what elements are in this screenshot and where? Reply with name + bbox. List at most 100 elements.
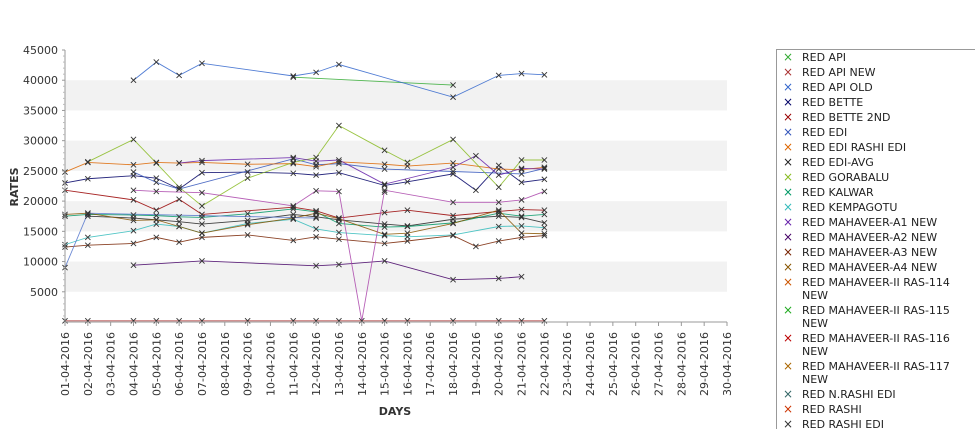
data-point — [336, 157, 342, 163]
y-tick-label: 10000 — [23, 256, 58, 269]
data-point — [541, 166, 548, 172]
data-point — [472, 243, 479, 250]
y-tick-label: 25000 — [23, 165, 58, 178]
data-point — [518, 170, 525, 177]
data-point — [84, 158, 91, 165]
data-point — [153, 160, 160, 166]
data-point — [541, 157, 548, 163]
x-tick-label: 05-04-2016 — [150, 332, 163, 396]
data-point — [290, 160, 297, 167]
y-tick-label: 35000 — [23, 104, 58, 117]
data-point — [290, 204, 297, 211]
data-point — [176, 213, 183, 220]
legend-marker-icon: × — [782, 417, 794, 429]
x-tick-label: 15-04-2016 — [379, 332, 392, 396]
data-point — [290, 215, 297, 221]
data-point — [450, 317, 456, 324]
data-point — [244, 232, 251, 238]
data-point — [313, 233, 320, 240]
legend-item: × RED MAHAVEER-II RAS-115 NEW — [777, 303, 975, 331]
data-point — [199, 60, 205, 67]
data-point — [313, 317, 320, 324]
series-line — [133, 189, 545, 321]
data-point — [518, 206, 525, 213]
data-point — [518, 196, 525, 203]
legend-marker-icon: × — [782, 402, 794, 416]
x-tick-label: 03-04-2016 — [105, 332, 118, 396]
y-tick-label: 15000 — [23, 225, 58, 238]
data-point — [153, 317, 160, 324]
data-point — [84, 210, 91, 217]
data-point — [336, 169, 342, 176]
data-point — [541, 230, 548, 237]
data-point — [495, 208, 502, 215]
data-point — [495, 199, 502, 206]
data-point — [313, 215, 320, 221]
data-point — [84, 317, 91, 324]
data-point — [153, 188, 160, 195]
data-point — [450, 199, 456, 206]
legend-item: × RED GORABALU — [777, 170, 975, 185]
data-point — [541, 207, 548, 214]
data-point — [130, 212, 137, 218]
data-point — [130, 169, 137, 176]
data-point — [518, 165, 525, 172]
legend-item: × RED RASHI EDI — [777, 417, 975, 429]
data-point — [381, 317, 388, 324]
legend-item: × RED N.RASHI EDI — [777, 387, 975, 402]
legend-marker-icon: × — [782, 155, 794, 169]
legend-label: RED MAHAVEER-A4 NEW — [802, 261, 938, 274]
series-markers — [62, 59, 548, 324]
data-point — [313, 172, 320, 179]
x-tick-label: 04-04-2016 — [127, 332, 140, 396]
data-point — [518, 234, 525, 241]
data-point — [541, 176, 548, 183]
data-point — [336, 61, 342, 68]
data-point — [290, 317, 297, 324]
grid-band — [65, 261, 727, 292]
legend-label: RED EDI-AVG — [802, 156, 874, 169]
x-tick-label: 08-04-2016 — [219, 332, 232, 396]
legend-label: RED RASHI EDI — [802, 418, 884, 429]
y-tick-label: 5000 — [30, 286, 58, 299]
x-tick-label: 06-04-2016 — [173, 332, 186, 396]
data-point — [199, 189, 205, 196]
grid-band — [65, 140, 727, 171]
legend-marker-icon: × — [782, 110, 794, 124]
x-tick-label: 16-04-2016 — [401, 332, 414, 396]
data-point — [313, 69, 320, 76]
x-tick-label: 27-04-2016 — [653, 332, 666, 396]
legend-marker-icon: × — [782, 185, 794, 199]
legend-label: RED KEMPAGOTU — [802, 201, 898, 214]
x-tick-labels: 01-04-2016 02-04-2016 03-04-2016 04-04-2016… — [59, 332, 734, 396]
legend-label: RED MAHAVEER-A1 NEW — [802, 216, 938, 229]
data-point — [495, 223, 502, 230]
data-point — [336, 261, 342, 268]
data-point — [176, 218, 183, 225]
legend-item: × RED MAHAVEER-II RAS-116 NEW — [777, 331, 975, 359]
x-tick-label: 21-04-2016 — [516, 332, 529, 396]
data-point — [495, 275, 502, 282]
data-point — [199, 234, 205, 241]
data-point — [130, 240, 137, 247]
x-tick-label: 09-04-2016 — [242, 332, 255, 396]
data-point — [336, 317, 342, 324]
y-tick-label: 20000 — [23, 195, 58, 208]
data-point — [450, 160, 456, 166]
data-point — [176, 160, 183, 166]
data-point — [313, 163, 320, 170]
data-point — [199, 258, 205, 264]
y-tick-label: 45000 — [23, 44, 58, 57]
legend-label: RED MAHAVEER-II RAS-116 NEW — [802, 332, 950, 358]
data-point — [404, 317, 411, 324]
data-point — [450, 94, 456, 101]
data-point — [176, 186, 183, 192]
y-tick-label: 30000 — [23, 135, 58, 148]
x-axis-title: DAYS — [379, 405, 412, 418]
data-point — [541, 71, 548, 78]
data-point — [313, 187, 320, 194]
legend: × RED API × RED API NEW × RED API OLD × RED BET… — [776, 49, 975, 429]
data-point — [381, 224, 388, 231]
legend-marker-icon: × — [782, 80, 794, 94]
legend-marker-icon: × — [782, 230, 794, 244]
